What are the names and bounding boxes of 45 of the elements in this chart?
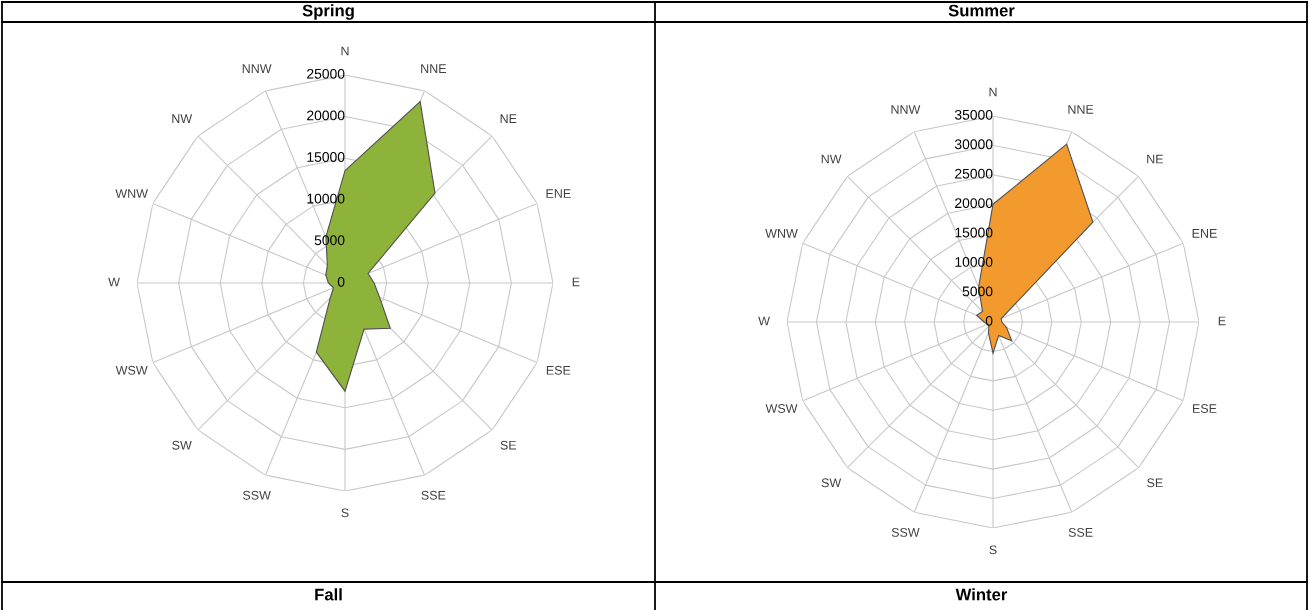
chart-title: Spring <box>302 4 354 20</box>
y-tick-label: 15000 <box>307 152 345 162</box>
spoke-label: NNE <box>421 64 447 73</box>
spoke-label: SSE <box>421 490 446 500</box>
spoke-label: WNW <box>765 229 798 238</box>
spoke-label: ESE <box>546 365 571 375</box>
spoke-label: SW <box>172 440 192 450</box>
spoke-label: NW <box>172 114 193 123</box>
spoke-label: SE <box>500 440 517 450</box>
chart-title: Summer <box>948 4 1015 17</box>
y-tick-label: 25000 <box>307 68 345 79</box>
spoke-label: S <box>341 508 349 518</box>
spoke-label: E <box>572 277 580 287</box>
spoke-label: S <box>989 545 997 555</box>
y-tick-label: 20000 <box>955 198 993 209</box>
y-tick-label: 30000 <box>954 139 993 150</box>
y-tick-label: 20000 <box>307 110 345 121</box>
spoke-label: ENE <box>1192 229 1217 238</box>
spoke-label: E <box>1218 316 1226 326</box>
spoke-label: ENE <box>546 189 571 198</box>
spoke-label: WSW <box>765 404 798 413</box>
spoke-label: WSW <box>115 365 148 375</box>
spoke-label: N <box>989 87 997 97</box>
spoke-label: W <box>758 316 770 326</box>
spoke-label: N <box>341 46 349 56</box>
spoke-label: SE <box>1147 478 1163 488</box>
spoke-label: WNW <box>115 189 148 198</box>
spoke-label: NW <box>821 154 842 164</box>
spoke-label: NNW <box>891 105 921 114</box>
y-tick-label: 35000 <box>954 109 993 120</box>
spoke-label: SW <box>821 478 842 488</box>
spoke-label: W <box>108 277 120 287</box>
y-tick-label: 0 <box>337 276 345 287</box>
spoke-label: NE <box>500 114 517 123</box>
spoke-label: NNW <box>242 64 272 73</box>
y-tick-label: 25000 <box>955 168 993 179</box>
spoke-label: SSW <box>891 528 920 537</box>
spoke-label: NE <box>1147 154 1164 164</box>
text: Fall <box>315 588 342 601</box>
spoke-label: ESE <box>1193 404 1217 413</box>
text: Winter <box>955 588 1008 601</box>
spoke-label: SSE <box>1068 528 1093 537</box>
spoke-label: NNE <box>1068 105 1094 114</box>
y-tick-label: 0 <box>985 315 993 326</box>
spoke-label: SSW <box>242 490 271 500</box>
